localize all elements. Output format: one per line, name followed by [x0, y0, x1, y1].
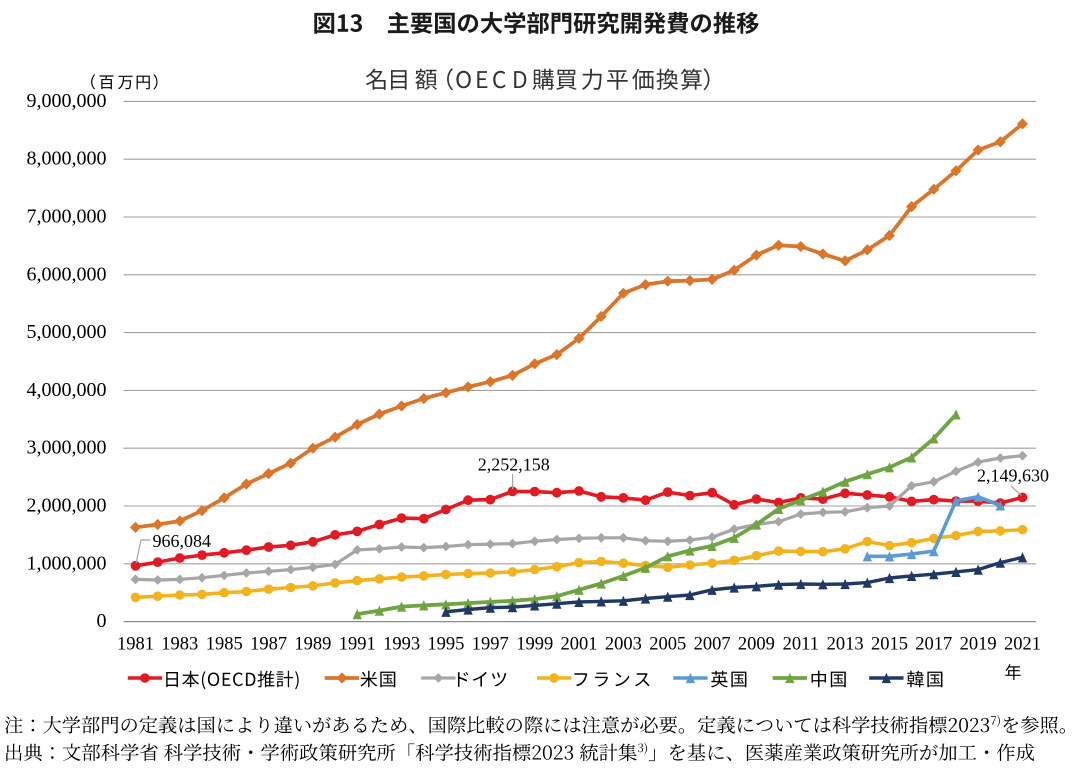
svg-text:5,000,000: 5,000,000: [27, 321, 107, 343]
svg-text:1999: 1999: [516, 635, 553, 655]
svg-text:9,000,000: 9,000,000: [27, 90, 107, 112]
svg-text:1995: 1995: [427, 635, 464, 655]
svg-text:1989: 1989: [294, 635, 331, 655]
svg-text:4,000,000: 4,000,000: [27, 379, 107, 401]
svg-text:2011: 2011: [783, 635, 819, 655]
svg-text:0: 0: [97, 610, 107, 632]
svg-text:6,000,000: 6,000,000: [27, 263, 107, 285]
svg-text:2001: 2001: [561, 635, 598, 655]
svg-text:1987: 1987: [250, 635, 287, 655]
svg-text:2013: 2013: [827, 635, 864, 655]
svg-text:2005: 2005: [649, 635, 686, 655]
svg-text:2009: 2009: [738, 635, 775, 655]
svg-text:1981: 1981: [117, 635, 154, 655]
svg-text:2007: 2007: [694, 635, 731, 655]
svg-text:1997: 1997: [472, 635, 509, 655]
svg-text:1993: 1993: [383, 635, 420, 655]
svg-text:1983: 1983: [161, 635, 198, 655]
svg-text:7,000,000: 7,000,000: [27, 206, 107, 228]
svg-text:2021: 2021: [1004, 635, 1041, 655]
svg-text:2017: 2017: [915, 635, 952, 655]
svg-text:1,000,000: 1,000,000: [27, 552, 107, 574]
svg-text:2003: 2003: [605, 635, 642, 655]
svg-text:2,000,000: 2,000,000: [27, 495, 107, 517]
svg-text:1985: 1985: [206, 635, 243, 655]
svg-text:2019: 2019: [960, 635, 997, 655]
svg-text:1991: 1991: [339, 635, 376, 655]
svg-text:2015: 2015: [871, 635, 908, 655]
svg-text:2,149,630: 2,149,630: [977, 466, 1049, 486]
svg-text:8,000,000: 8,000,000: [27, 148, 107, 170]
svg-text:3,000,000: 3,000,000: [27, 437, 107, 459]
svg-text:966,084: 966,084: [153, 531, 212, 551]
svg-text:2,252,158: 2,252,158: [478, 455, 550, 475]
